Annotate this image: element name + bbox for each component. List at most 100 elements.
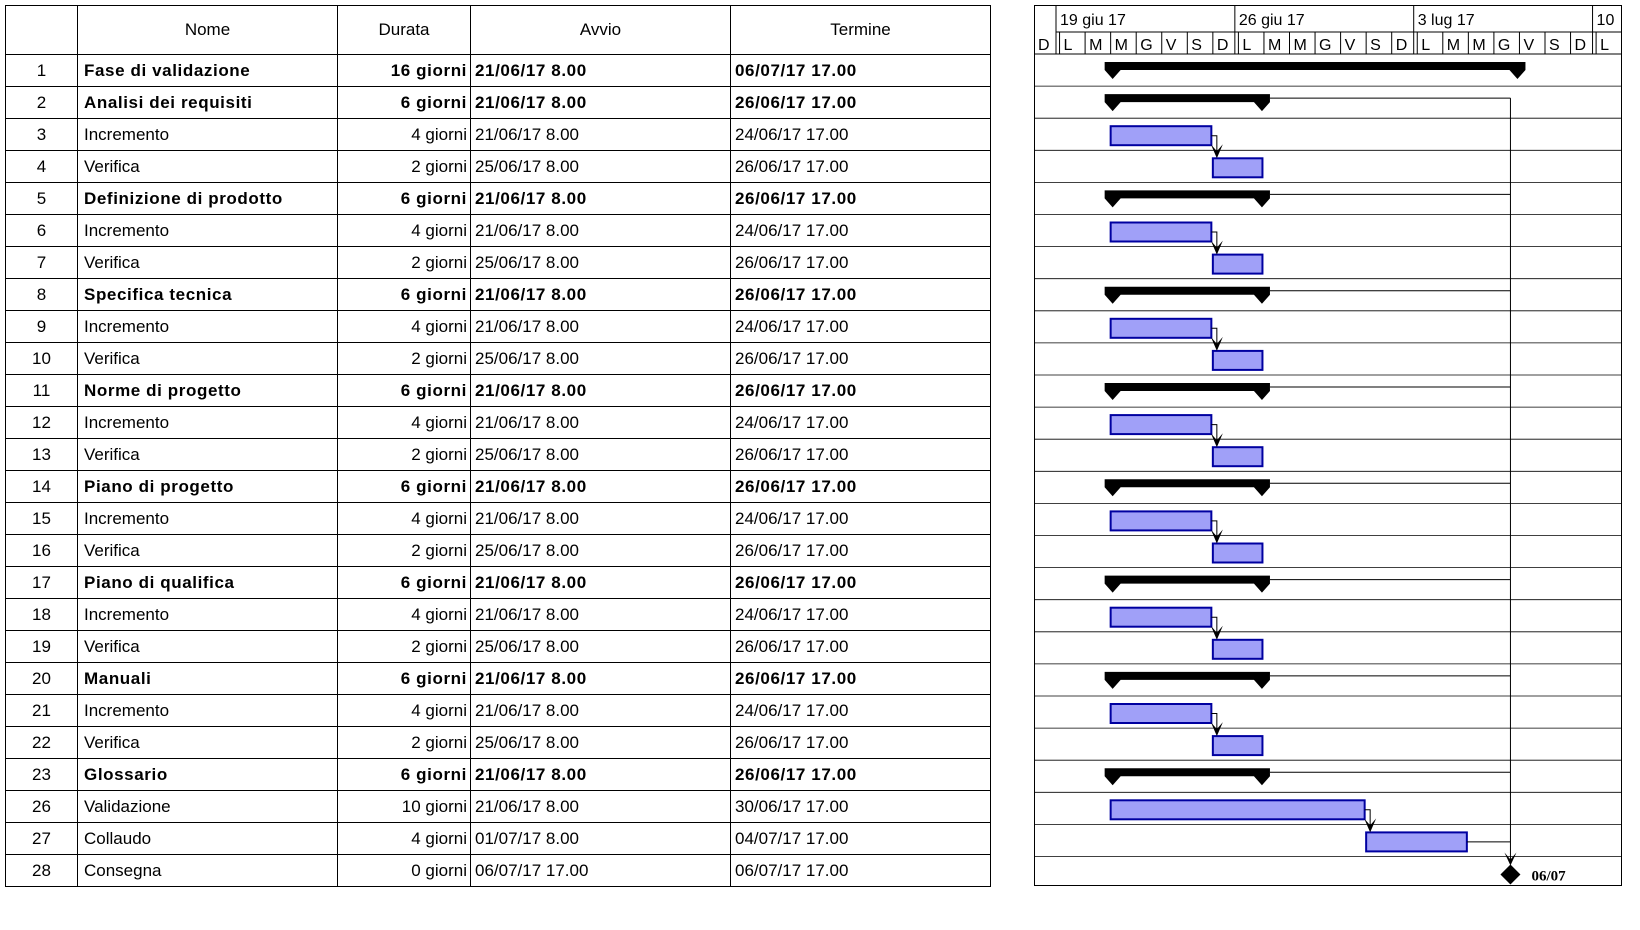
week-label: 19 giu 17 (1060, 12, 1126, 29)
task-end: 26/06/17 17.00 (730, 630, 991, 663)
task-start: 25/06/17 8.00 (470, 726, 731, 759)
task-start: 21/06/17 8.00 (470, 182, 731, 215)
table-row[interactable]: 16 Verifica 2 giorni 25/06/17 8.00 26/06/17 … (5, 534, 991, 567)
task-id: 19 (5, 630, 78, 663)
header-end[interactable]: Termine (730, 5, 991, 55)
task-end: 26/06/17 17.00 (730, 758, 991, 791)
task-bar (1109, 414, 1213, 436)
task-end: 26/06/17 17.00 (730, 726, 991, 759)
task-duration: 6 giorni (337, 182, 471, 215)
task-end: 04/07/17 17.00 (730, 822, 991, 855)
task-name: Incremento (77, 118, 338, 151)
task-start: 21/06/17 8.00 (470, 118, 731, 151)
task-name: Piano di qualifica (77, 566, 338, 599)
summary-bar (1104, 62, 1526, 79)
header-start[interactable]: Avvio (470, 5, 731, 55)
task-bar (1109, 125, 1213, 147)
task-end: 26/06/17 17.00 (730, 438, 991, 471)
table-row[interactable]: 22 Verifica 2 giorni 25/06/17 8.00 26/06/17 … (5, 726, 991, 759)
table-row[interactable]: 8 Specifica tecnica 6 giorni 21/06/17 8.00 2… (5, 278, 991, 311)
table-row[interactable]: 18 Incremento 4 giorni 21/06/17 8.00 24/06/1… (5, 598, 991, 631)
task-id: 22 (5, 726, 78, 759)
task-duration: 2 giorni (337, 630, 471, 663)
task-start: 21/06/17 8.00 (470, 502, 731, 535)
task-name: Incremento (77, 694, 338, 727)
day-label: V (1523, 37, 1534, 54)
table-row[interactable]: 21 Incremento 4 giorni 21/06/17 8.00 24/06/1… (5, 694, 991, 727)
task-name: Verifica (77, 630, 338, 663)
task-end: 24/06/17 17.00 (730, 214, 991, 247)
task-bar (1211, 638, 1264, 660)
table-row[interactable]: 15 Incremento 4 giorni 21/06/17 8.00 24/06/1… (5, 502, 991, 535)
task-id: 11 (5, 374, 78, 407)
task-start: 21/06/17 8.00 (470, 310, 731, 343)
task-end: 26/06/17 17.00 (730, 150, 991, 183)
table-row[interactable]: 10 Verifica 2 giorni 25/06/17 8.00 26/06/17 … (5, 342, 991, 375)
task-start: 21/06/17 8.00 (470, 214, 731, 247)
task-id: 1 (5, 54, 78, 87)
table-row[interactable]: 20 Manuali 6 giorni 21/06/17 8.00 26/06/17 1… (5, 662, 991, 695)
day-label: L (1242, 37, 1251, 54)
task-name: Verifica (77, 726, 338, 759)
table-row[interactable]: 6 Incremento 4 giorni 21/06/17 8.00 24/06/17… (5, 214, 991, 247)
table-row[interactable]: 9 Incremento 4 giorni 21/06/17 8.00 24/06/17… (5, 310, 991, 343)
table-row[interactable]: 4 Verifica 2 giorni 25/06/17 8.00 26/06/17 1… (5, 150, 991, 183)
task-duration: 6 giorni (337, 662, 471, 695)
task-duration: 2 giorni (337, 726, 471, 759)
summary-bar (1104, 190, 1270, 208)
task-name: Verifica (77, 246, 338, 279)
table-row[interactable]: 23 Glossario 6 giorni 21/06/17 8.00 26/06/17… (5, 758, 991, 791)
task-start: 21/06/17 8.00 (470, 54, 731, 87)
task-end: 24/06/17 17.00 (730, 406, 991, 439)
day-label: D (1217, 37, 1229, 54)
task-end: 26/06/17 17.00 (730, 182, 991, 215)
task-end: 30/06/17 17.00 (730, 790, 991, 823)
task-name: Verifica (77, 534, 338, 567)
task-duration: 6 giorni (337, 278, 471, 311)
header-duration[interactable]: Durata (337, 5, 471, 55)
task-bar (1365, 831, 1468, 853)
task-end: 24/06/17 17.00 (730, 598, 991, 631)
task-duration: 6 giorni (337, 758, 471, 791)
table-row[interactable]: 14 Piano di progetto 6 giorni 21/06/17 8.00… (5, 470, 991, 503)
task-duration: 4 giorni (337, 822, 471, 855)
table-row[interactable]: 1 Fase di validazione 16 giorni 21/06/17 8.… (5, 54, 991, 87)
week-label: 3 lug 17 (1418, 12, 1475, 29)
table-row[interactable]: 17 Piano di qualifica 6 giorni 21/06/17 8.0… (5, 566, 991, 599)
table-row[interactable]: 27 Collaudo 4 giorni 01/07/17 8.00 04/07/17 … (5, 822, 991, 855)
day-label: V (1345, 37, 1356, 54)
table-row[interactable]: 19 Verifica 2 giorni 25/06/17 8.00 26/06/17 … (5, 630, 991, 663)
table-row[interactable]: 12 Incremento 4 giorni 21/06/17 8.00 24/06/1… (5, 406, 991, 439)
task-end: 24/06/17 17.00 (730, 502, 991, 535)
table-row[interactable]: 28 Consegna 0 giorni 06/07/17 17.00 06/07/17… (5, 854, 991, 887)
task-name: Incremento (77, 502, 338, 535)
task-end: 26/06/17 17.00 (730, 470, 991, 503)
task-end: 06/07/17 17.00 (730, 54, 991, 87)
summary-bar (1104, 286, 1270, 304)
table-row[interactable]: 26 Validazione 10 giorni 21/06/17 8.00 30/06… (5, 790, 991, 823)
task-id: 6 (5, 214, 78, 247)
table-row[interactable]: 7 Verifica 2 giorni 25/06/17 8.00 26/06/17 1… (5, 246, 991, 279)
task-id: 2 (5, 86, 78, 119)
task-name: Incremento (77, 406, 338, 439)
day-label: S (1191, 37, 1202, 54)
task-start: 25/06/17 8.00 (470, 534, 731, 567)
summary-bar (1104, 575, 1270, 593)
table-row[interactable]: 2 Analisi dei requisiti 6 giorni 21/06/17 8… (5, 86, 991, 119)
dependency-arrow (1364, 818, 1377, 833)
table-row[interactable]: 5 Definizione di prodotto 6 giorni 21/06/17… (5, 182, 991, 215)
day-label: M (1294, 37, 1307, 54)
table-row[interactable]: 11 Norme di progetto 6 giorni 21/06/17 8.00… (5, 374, 991, 407)
task-id: 28 (5, 854, 78, 887)
task-start: 21/06/17 8.00 (470, 278, 731, 311)
header-id[interactable] (5, 5, 78, 55)
task-name: Piano di progetto (77, 470, 338, 503)
table-row[interactable]: 13 Verifica 2 giorni 25/06/17 8.00 26/06/17 … (5, 438, 991, 471)
task-duration: 4 giorni (337, 214, 471, 247)
table-row[interactable]: 3 Incremento 4 giorni 21/06/17 8.00 24/06/17… (5, 118, 991, 151)
day-label: S (1370, 37, 1381, 54)
summary-bar (1104, 479, 1270, 497)
task-duration: 10 giorni (337, 790, 471, 823)
header-name[interactable]: Nome (77, 5, 338, 55)
task-duration: 4 giorni (337, 694, 471, 727)
